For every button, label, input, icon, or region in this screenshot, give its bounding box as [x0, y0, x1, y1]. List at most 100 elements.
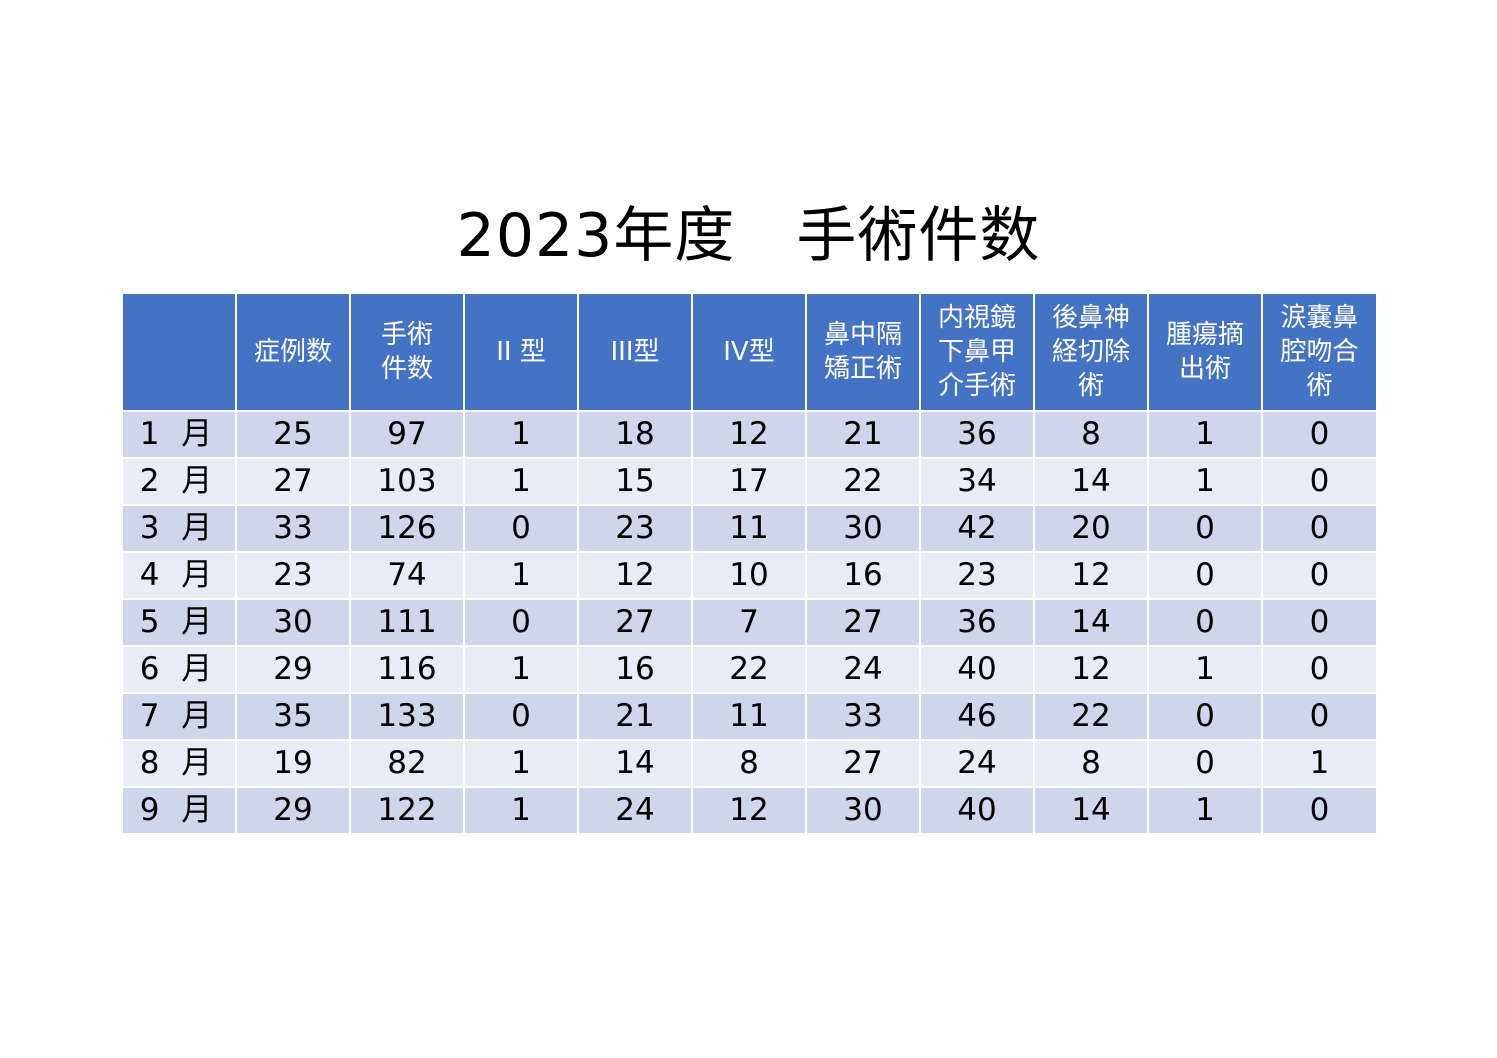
- header-row: 症例数 手術 件数 II 型 III型 IV型 鼻中隔 矯正術 内視鏡 下鼻甲 …: [121, 292, 1378, 412]
- cell-surgeries: 122: [349, 786, 465, 835]
- table-body: 1 月 25 97 1 18 12 21 36 8 1 0 2 月 27 103 1 15 17 22 34 14 1 0…: [121, 410, 1378, 835]
- cell-dcr: 0: [1261, 551, 1378, 600]
- cell-septoplasty: 24: [805, 645, 921, 694]
- cell-cases: 33: [235, 504, 351, 553]
- cell-type-3: 18: [577, 410, 693, 459]
- header-cell-tumor-resection: 腫瘍摘 出術: [1147, 292, 1263, 412]
- cell-cases: 23: [235, 551, 351, 600]
- cell-type-3: 24: [577, 786, 693, 835]
- cell-month: 5 月: [121, 598, 237, 647]
- cell-dcr: 0: [1261, 645, 1378, 694]
- cell-septoplasty: 27: [805, 739, 921, 788]
- cell-surgeries: 116: [349, 645, 465, 694]
- cell-type-2: 1: [463, 551, 579, 600]
- table-row: 2 月 27 103 1 15 17 22 34 14 1 0: [121, 457, 1378, 506]
- cell-turbinate: 36: [919, 410, 1035, 459]
- cell-month: 4 月: [121, 551, 237, 600]
- cell-type-4: 8: [691, 739, 807, 788]
- cell-surgeries: 126: [349, 504, 465, 553]
- cell-septoplasty: 33: [805, 692, 921, 741]
- header-cell-type-3: III型: [577, 292, 693, 412]
- cell-tumor-resection: 0: [1147, 692, 1263, 741]
- cell-surgeries: 133: [349, 692, 465, 741]
- cell-posterior-nasal-nerve: 14: [1033, 598, 1149, 647]
- table-row: 3 月 33 126 0 23 11 30 42 20 0 0: [121, 504, 1378, 553]
- cell-tumor-resection: 1: [1147, 457, 1263, 506]
- cell-type-4: 7: [691, 598, 807, 647]
- cell-type-2: 1: [463, 457, 579, 506]
- cell-posterior-nasal-nerve: 12: [1033, 645, 1149, 694]
- header-cell-type-2: II 型: [463, 292, 579, 412]
- cell-cases: 19: [235, 739, 351, 788]
- cell-type-2: 1: [463, 410, 579, 459]
- cell-tumor-resection: 0: [1147, 598, 1263, 647]
- cell-cases: 30: [235, 598, 351, 647]
- cell-type-3: 21: [577, 692, 693, 741]
- cell-turbinate: 24: [919, 739, 1035, 788]
- header-cell-septoplasty: 鼻中隔 矯正術: [805, 292, 921, 412]
- cell-posterior-nasal-nerve: 22: [1033, 692, 1149, 741]
- cell-month: 7 月: [121, 692, 237, 741]
- cell-cases: 35: [235, 692, 351, 741]
- cell-month: 1 月: [121, 410, 237, 459]
- cell-posterior-nasal-nerve: 14: [1033, 457, 1149, 506]
- cell-tumor-resection: 0: [1147, 739, 1263, 788]
- cell-month: 6 月: [121, 645, 237, 694]
- cell-type-4: 22: [691, 645, 807, 694]
- header-cell-posterior-nasal-nerve: 後鼻神 経切除 術: [1033, 292, 1149, 412]
- cell-dcr: 0: [1261, 410, 1378, 459]
- cell-month: 9 月: [121, 786, 237, 835]
- cell-type-4: 12: [691, 786, 807, 835]
- cell-septoplasty: 30: [805, 786, 921, 835]
- cell-turbinate: 46: [919, 692, 1035, 741]
- cell-type-3: 15: [577, 457, 693, 506]
- cell-type-3: 23: [577, 504, 693, 553]
- cell-surgeries: 111: [349, 598, 465, 647]
- table-row: 8 月 19 82 1 14 8 27 24 8 0 1: [121, 739, 1378, 788]
- cell-type-3: 12: [577, 551, 693, 600]
- cell-surgeries: 103: [349, 457, 465, 506]
- cell-tumor-resection: 1: [1147, 645, 1263, 694]
- cell-surgeries: 97: [349, 410, 465, 459]
- cell-dcr: 0: [1261, 786, 1378, 835]
- cell-tumor-resection: 1: [1147, 410, 1263, 459]
- cell-type-4: 10: [691, 551, 807, 600]
- cell-dcr: 0: [1261, 692, 1378, 741]
- table-row: 6 月 29 116 1 16 22 24 40 12 1 0: [121, 645, 1378, 694]
- cell-septoplasty: 30: [805, 504, 921, 553]
- cell-type-2: 1: [463, 645, 579, 694]
- cell-dcr: 1: [1261, 739, 1378, 788]
- cell-dcr: 0: [1261, 457, 1378, 506]
- cell-turbinate: 40: [919, 786, 1035, 835]
- cell-type-4: 17: [691, 457, 807, 506]
- table-row: 4 月 23 74 1 12 10 16 23 12 0 0: [121, 551, 1378, 600]
- header-cell-cases: 症例数: [235, 292, 351, 412]
- cell-type-3: 16: [577, 645, 693, 694]
- cell-type-2: 0: [463, 598, 579, 647]
- cell-cases: 29: [235, 645, 351, 694]
- cell-posterior-nasal-nerve: 20: [1033, 504, 1149, 553]
- cell-turbinate: 36: [919, 598, 1035, 647]
- header-cell-dcr: 涙嚢鼻 腔吻合 術: [1261, 292, 1378, 412]
- cell-posterior-nasal-nerve: 8: [1033, 739, 1149, 788]
- cell-turbinate: 23: [919, 551, 1035, 600]
- cell-surgeries: 74: [349, 551, 465, 600]
- surgery-count-table: 症例数 手術 件数 II 型 III型 IV型 鼻中隔 矯正術 内視鏡 下鼻甲 …: [121, 292, 1378, 835]
- cell-posterior-nasal-nerve: 8: [1033, 410, 1149, 459]
- cell-type-4: 11: [691, 692, 807, 741]
- cell-type-4: 11: [691, 504, 807, 553]
- cell-type-4: 12: [691, 410, 807, 459]
- cell-cases: 29: [235, 786, 351, 835]
- cell-septoplasty: 27: [805, 598, 921, 647]
- cell-posterior-nasal-nerve: 12: [1033, 551, 1149, 600]
- cell-month: 8 月: [121, 739, 237, 788]
- cell-septoplasty: 21: [805, 410, 921, 459]
- header-cell-type-4: IV型: [691, 292, 807, 412]
- table-row: 7 月 35 133 0 21 11 33 46 22 0 0: [121, 692, 1378, 741]
- cell-type-3: 27: [577, 598, 693, 647]
- cell-tumor-resection: 1: [1147, 786, 1263, 835]
- cell-surgeries: 82: [349, 739, 465, 788]
- cell-posterior-nasal-nerve: 14: [1033, 786, 1149, 835]
- header-cell-month: [121, 292, 237, 412]
- cell-type-2: 0: [463, 504, 579, 553]
